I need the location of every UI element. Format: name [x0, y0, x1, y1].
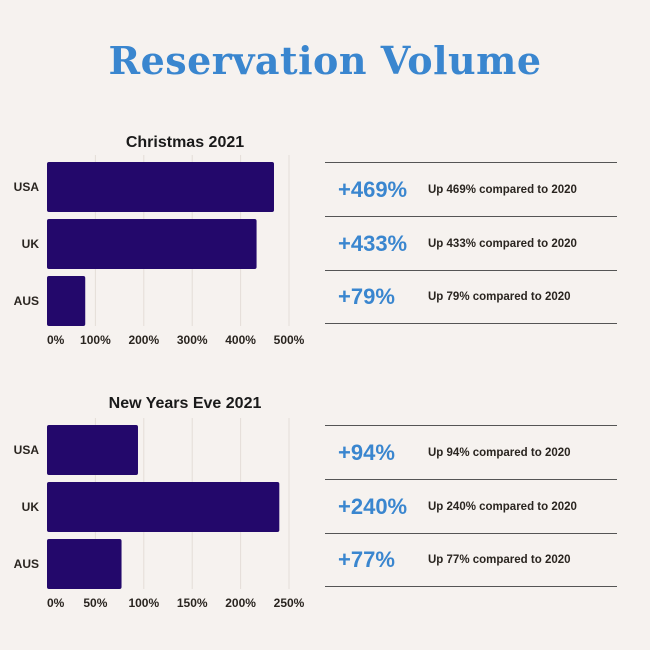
stat-description: Up 469% compared to 2020 [428, 183, 577, 196]
tick-label: 200% [225, 596, 256, 610]
stat-description: Up 240% compared to 2020 [428, 500, 577, 513]
stat-row-uk: +240% Up 240% compared to 2020 [325, 479, 617, 533]
bar-chart-christmas: USA UK AUS 0% 100% 200% 300% 400% 500% [14, 155, 305, 347]
chart-title-new-years-eve: New Years Eve 2021 [108, 395, 262, 412]
stat-row-uk: +433% Up 433% compared to 2020 [325, 216, 617, 270]
tick-label: 0% [47, 333, 65, 347]
category-label: UK [22, 237, 40, 251]
tick-label: 150% [177, 596, 208, 610]
tick-label: 100% [80, 333, 111, 347]
page-title: Reservation Volume [108, 38, 542, 83]
category-label: UK [22, 500, 40, 514]
tick-label: 250% [274, 596, 305, 610]
bar-aus [47, 276, 86, 326]
stat-row-aus: +77% Up 77% compared to 2020 [325, 533, 617, 587]
stat-value: +94% [338, 439, 395, 465]
stat-description: Up 94% compared to 2020 [428, 446, 571, 459]
stat-row-aus: +79% Up 79% compared to 2020 [325, 270, 617, 324]
bar-uk [47, 482, 280, 532]
stat-row-usa: +469% Up 469% compared to 2020 [325, 162, 617, 216]
tick-label: 0% [47, 596, 65, 610]
category-label: AUS [14, 294, 39, 308]
bar-uk [47, 219, 257, 269]
tick-label: 300% [177, 333, 208, 347]
stats-panel-new-years-eve: +94% Up 94% compared to 2020 +240% Up 24… [325, 425, 617, 587]
bar-chart-new-years-eve: USA UK AUS 0% 50% 100% 150% 200% 250% [14, 418, 305, 610]
chart-title-christmas: Christmas 2021 [125, 134, 245, 151]
stat-description: Up 433% compared to 2020 [428, 237, 577, 250]
stat-value: +433% [338, 230, 408, 256]
tick-label: 100% [128, 596, 159, 610]
tick-label: 50% [83, 596, 107, 610]
stat-description: Up 77% compared to 2020 [428, 554, 571, 566]
tick-label: 400% [225, 333, 256, 347]
bar-usa [47, 425, 138, 475]
bar-usa [47, 162, 274, 212]
category-label: AUS [14, 557, 39, 571]
bar-aus [47, 539, 122, 589]
stat-row-usa: +94% Up 94% compared to 2020 [325, 425, 617, 479]
stat-value: +77% [338, 547, 395, 572]
stat-value: +469% [338, 176, 408, 202]
stat-value: +240% [338, 493, 408, 519]
tick-label: 200% [128, 333, 159, 347]
stat-description: Up 79% compared to 2020 [428, 291, 571, 303]
stats-panel-christmas: +469% Up 469% compared to 2020 +433% Up … [325, 162, 617, 324]
tick-label: 500% [274, 333, 305, 347]
category-label: USA [14, 443, 40, 457]
category-label: USA [14, 180, 40, 194]
stat-value: +79% [338, 284, 395, 309]
